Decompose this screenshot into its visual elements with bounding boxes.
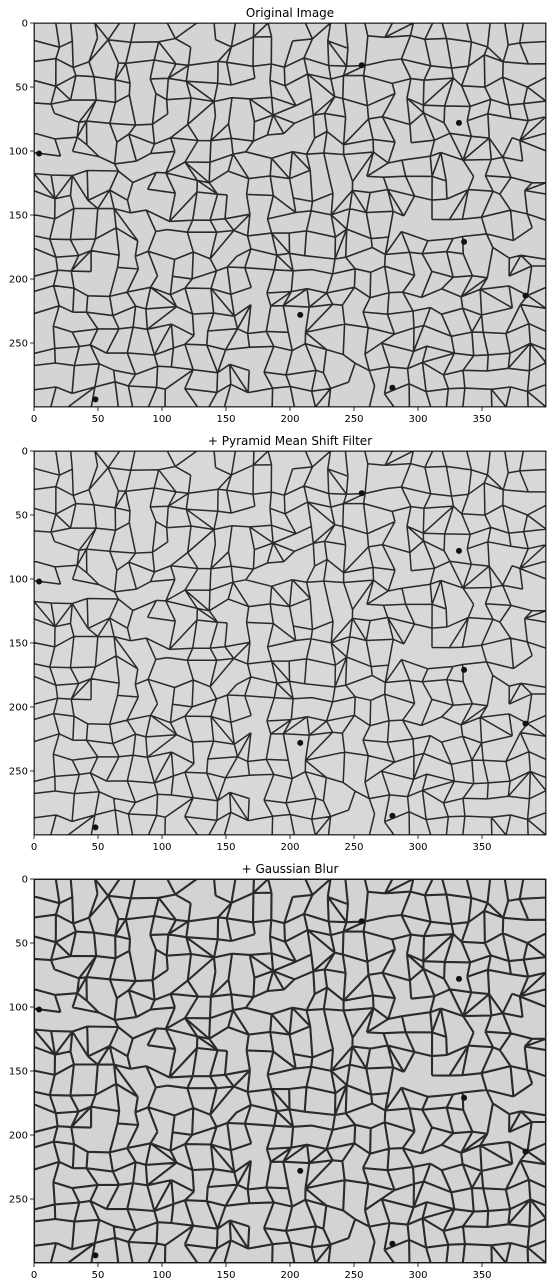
x-tick-label: 250 [344, 842, 363, 853]
y-tick-label: 150 [9, 211, 28, 222]
x-tick-label: 100 [152, 414, 171, 425]
x-tick-label: 200 [280, 842, 299, 853]
x-tick-label: 0 [31, 1270, 37, 1281]
grain-boundaries [34, 23, 546, 407]
y-tick-label: 100 [9, 1003, 28, 1014]
y-tick-label: 250 [9, 767, 28, 778]
x-tick-label: 250 [344, 1270, 363, 1281]
micrograph-image [34, 23, 546, 407]
pore-mark [389, 812, 396, 819]
x-tick-label: 250 [344, 414, 363, 425]
panel-title: Original Image [246, 6, 334, 20]
x-tick-label: 350 [472, 414, 491, 425]
y-tick-label: 50 [15, 511, 28, 522]
panel-title: + Pyramid Mean Shift Filter [208, 434, 372, 448]
pore-mark [389, 384, 396, 391]
pore-mark [358, 918, 365, 925]
pore-mark [297, 311, 304, 318]
x-tick-label: 100 [152, 1270, 171, 1281]
panel-3: + Gaussian Blur 0 50 100 150 200 250 300 350 0 50 1… [9, 862, 547, 1281]
pore-mark [297, 739, 304, 746]
micrograph-image [34, 451, 546, 835]
y-tick-label: 0 [22, 19, 28, 30]
pore-mark [461, 1094, 468, 1101]
y-tick-label: 0 [22, 447, 28, 458]
y-tick-label: 200 [9, 275, 28, 286]
pore-mark [522, 720, 529, 727]
pore-mark [522, 1148, 529, 1155]
x-tick-label: 300 [408, 842, 427, 853]
y-tick-label: 200 [9, 703, 28, 714]
pore-mark [358, 62, 365, 69]
pore-mark [358, 490, 365, 497]
x-tick-label: 300 [408, 1270, 427, 1281]
panel-1: Original Image 0 50 100 150 200 250 300 350 0 50 10… [9, 6, 547, 425]
x-tick-label: 0 [31, 414, 37, 425]
pore-mark [36, 578, 43, 585]
pore-mark [92, 1252, 99, 1259]
x-tick-label: 150 [216, 1270, 235, 1281]
y-tick-label: 250 [9, 1195, 28, 1206]
pore-mark [461, 666, 468, 673]
grain-boundaries [34, 879, 546, 1263]
micrograph-image [34, 879, 546, 1263]
x-tick-label: 150 [216, 414, 235, 425]
x-tick-label: 150 [216, 842, 235, 853]
pore-mark [92, 824, 99, 831]
grain-boundaries [34, 451, 546, 835]
y-tick-label: 150 [9, 1067, 28, 1078]
pore-mark [455, 975, 462, 982]
pore-mark [461, 238, 468, 245]
pore-mark [297, 1167, 304, 1174]
y-tick-label: 50 [15, 83, 28, 94]
x-tick-label: 200 [280, 414, 299, 425]
x-tick-label: 0 [31, 842, 37, 853]
panel-2: + Pyramid Mean Shift Filter 0 50 100 150 200 2… [9, 434, 547, 853]
x-tick-label: 50 [92, 842, 105, 853]
x-tick-label: 100 [152, 842, 171, 853]
x-tick-label: 50 [92, 414, 105, 425]
x-tick-label: 50 [92, 1270, 105, 1281]
panel-title: + Gaussian Blur [242, 862, 339, 876]
pore-mark [389, 1240, 396, 1247]
pore-mark [92, 396, 99, 403]
x-tick-label: 300 [408, 414, 427, 425]
y-tick-label: 0 [22, 875, 28, 886]
x-tick-label: 350 [472, 1270, 491, 1281]
x-tick-label: 350 [472, 842, 491, 853]
y-tick-label: 150 [9, 639, 28, 650]
pore-mark [522, 292, 529, 299]
y-tick-label: 100 [9, 147, 28, 158]
pore-mark [36, 1006, 43, 1013]
pore-mark [36, 150, 43, 157]
x-tick-label: 200 [280, 1270, 299, 1281]
y-tick-label: 100 [9, 575, 28, 586]
y-tick-label: 250 [9, 339, 28, 350]
pore-mark [455, 547, 462, 554]
y-tick-label: 50 [15, 939, 28, 950]
y-tick-label: 200 [9, 1131, 28, 1142]
pore-mark [455, 119, 462, 126]
